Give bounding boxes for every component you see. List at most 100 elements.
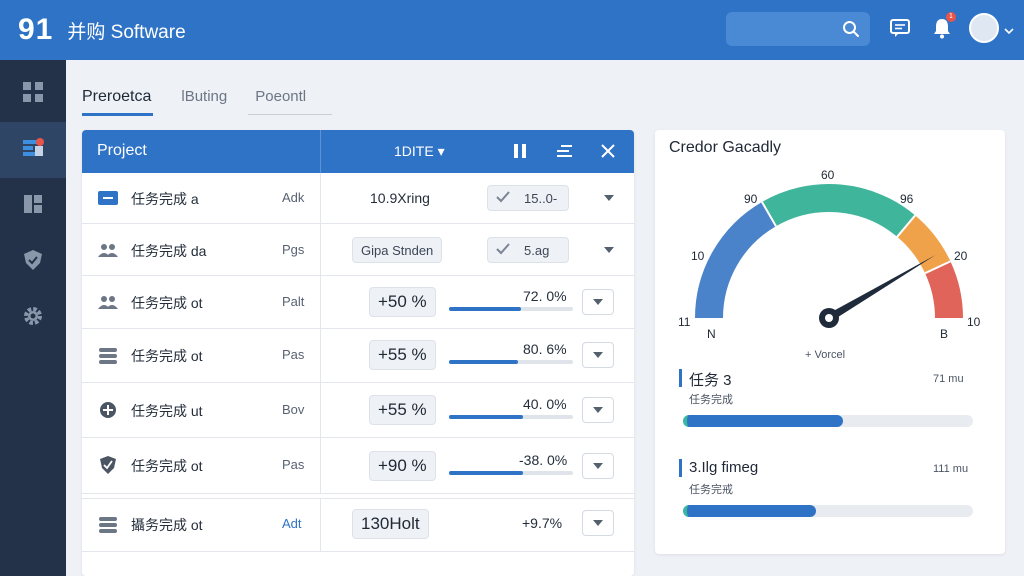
notification-bell-icon[interactable]: 1 [930, 12, 956, 40]
app-logo[interactable]: 91 [18, 13, 54, 46]
row-name: 任务完成 ot [131, 295, 203, 311]
progress-bar [449, 307, 573, 311]
gauge-separator [761, 201, 777, 227]
column-divider [320, 276, 321, 328]
row-name: 任务完成 ot [131, 348, 203, 364]
filter-label: 1DITE [394, 143, 434, 159]
sidebar-item-settings[interactable] [0, 290, 66, 346]
chip-label: 15..0- [524, 190, 558, 206]
task-progress-fill [683, 415, 843, 427]
search-icon[interactable] [842, 20, 860, 43]
progress-fill [449, 307, 521, 311]
percent-value: +9.7% [522, 515, 563, 531]
row-name: 任务完成 ut [131, 403, 203, 419]
gauge-arcs [695, 184, 963, 319]
task-marker [679, 459, 682, 477]
table-row[interactable]: 任务完成 ut Bov +55 % 40. 0% [82, 383, 634, 438]
tab-bar: Preroetca lButing Poeontl [82, 80, 334, 116]
sidebar-item-dashboard[interactable] [0, 122, 66, 178]
column-divider [320, 438, 321, 493]
row-code: Adk [282, 190, 305, 205]
header-divider [320, 130, 321, 173]
collapse-icon[interactable] [598, 141, 618, 161]
sort-icon[interactable] [554, 141, 574, 161]
row-dropdown[interactable] [582, 342, 614, 368]
gauge-separator [896, 214, 916, 238]
tab-lbuting[interactable]: lButing [181, 88, 228, 105]
caret-down-icon: ▾ [437, 143, 445, 159]
row-chip[interactable]: 5.ag [487, 237, 569, 263]
gauge-label-left-upper: 90 [744, 192, 758, 206]
row-name: 任务完成 da [131, 243, 207, 259]
row-code: Palt [282, 294, 305, 309]
chevron-down-icon[interactable] [602, 243, 616, 257]
shield-icon [22, 249, 44, 276]
search-input[interactable] [726, 12, 870, 46]
filter-dropdown[interactable]: 1DITE ▾ [394, 143, 445, 160]
gauge-separator [924, 260, 951, 275]
sidebar-item-security[interactable] [0, 234, 66, 290]
sidebar-item-reports[interactable] [0, 178, 66, 234]
task-progress-bar [683, 505, 973, 517]
message-icon[interactable] [888, 16, 912, 40]
task-item[interactable]: 任务 3 任务完成 71 mu [679, 369, 999, 433]
table-row[interactable]: 任务完成 da Pgs Gipa Stnden 5.ag [82, 224, 634, 276]
users-icon [97, 293, 119, 311]
project-table: Project 1DITE ▾ 任务完成 a Adk 10.9Xring 15.… [82, 130, 634, 576]
gauge-label-inner-left: N [707, 327, 716, 341]
gauge-hub-center [825, 314, 833, 322]
task-item[interactable]: 3.Ilg fimeg 任务完戒 111 mu [679, 459, 999, 523]
column-header-project[interactable]: Project [97, 142, 147, 159]
gear-icon [22, 305, 44, 332]
gauge-segment-orange [896, 215, 951, 274]
task-title: 任务 3 [689, 372, 732, 389]
progress-bar [449, 360, 573, 364]
progress-bar [449, 471, 573, 475]
notification-badge: 1 [946, 12, 956, 22]
shield-icon [97, 456, 119, 474]
change-chip: +90 % [369, 451, 436, 481]
row-code: Pgs [282, 242, 305, 257]
gauge-label-bottom-left: 11 [678, 315, 691, 329]
chevron-down-icon[interactable] [602, 191, 616, 205]
change-chip: +55 % [369, 395, 436, 425]
row-value: 10.9Xring [370, 190, 430, 206]
sidebar-item-grid[interactable] [0, 66, 66, 122]
gauge-label-inner-right: B [940, 327, 948, 341]
row-code: Pas [282, 347, 305, 362]
row-dropdown[interactable] [582, 510, 614, 536]
row-chip[interactable]: 15..0- [487, 185, 569, 211]
row-value-chip[interactable]: Gipa Stnden [352, 237, 443, 263]
task-meta: 111 mu [933, 463, 969, 475]
table-row[interactable]: 任务完成 ot Pas +55 % 80. 6% [82, 329, 634, 383]
pause-icon[interactable] [510, 141, 530, 161]
chevron-down-icon [593, 293, 603, 311]
progress-fill [449, 471, 524, 475]
row-code-link[interactable]: Adt [282, 516, 302, 531]
row-code: Bov [282, 402, 305, 417]
tab-preroetca[interactable]: Preroetca [82, 80, 154, 116]
row-dropdown[interactable] [582, 453, 614, 479]
gauge-segment-teal [762, 184, 916, 238]
column-divider [320, 329, 321, 382]
chevron-down-icon[interactable] [1004, 22, 1014, 40]
gauge-label-right-upper: 96 [900, 192, 914, 206]
sidebar [0, 60, 66, 576]
gauge-label-left: 10 [691, 249, 705, 263]
gauge-needle-pointer [826, 254, 936, 322]
capacity-panel: Credor Gacadly 60 90 96 10 20 11 10 N B … [655, 130, 1005, 554]
table-row[interactable]: 攝务完成 ot Adt 130Holt +9.7% [82, 498, 634, 552]
table-row[interactable]: 任务完成 a Adk 10.9Xring 15..0- [82, 173, 634, 224]
table-row[interactable]: 任务完成 ot Pas +90 % -38. 0% [82, 438, 634, 494]
tab-poeontl[interactable]: Poeontl [255, 88, 307, 105]
gauge-label-bottom-right: 10 [967, 315, 981, 329]
table-row[interactable]: 任务完成 ot Palt +50 % 72. 0% [82, 276, 634, 329]
app-title: 并购 Software [67, 21, 186, 43]
avatar[interactable] [969, 13, 999, 43]
gauge-segment-blue [695, 201, 777, 319]
row-name: 任务完成 a [131, 191, 199, 207]
task-progress-fill [683, 505, 817, 517]
task-subtitle: 任务完成 [689, 394, 733, 406]
row-dropdown[interactable] [582, 397, 614, 423]
row-dropdown[interactable] [582, 289, 614, 315]
